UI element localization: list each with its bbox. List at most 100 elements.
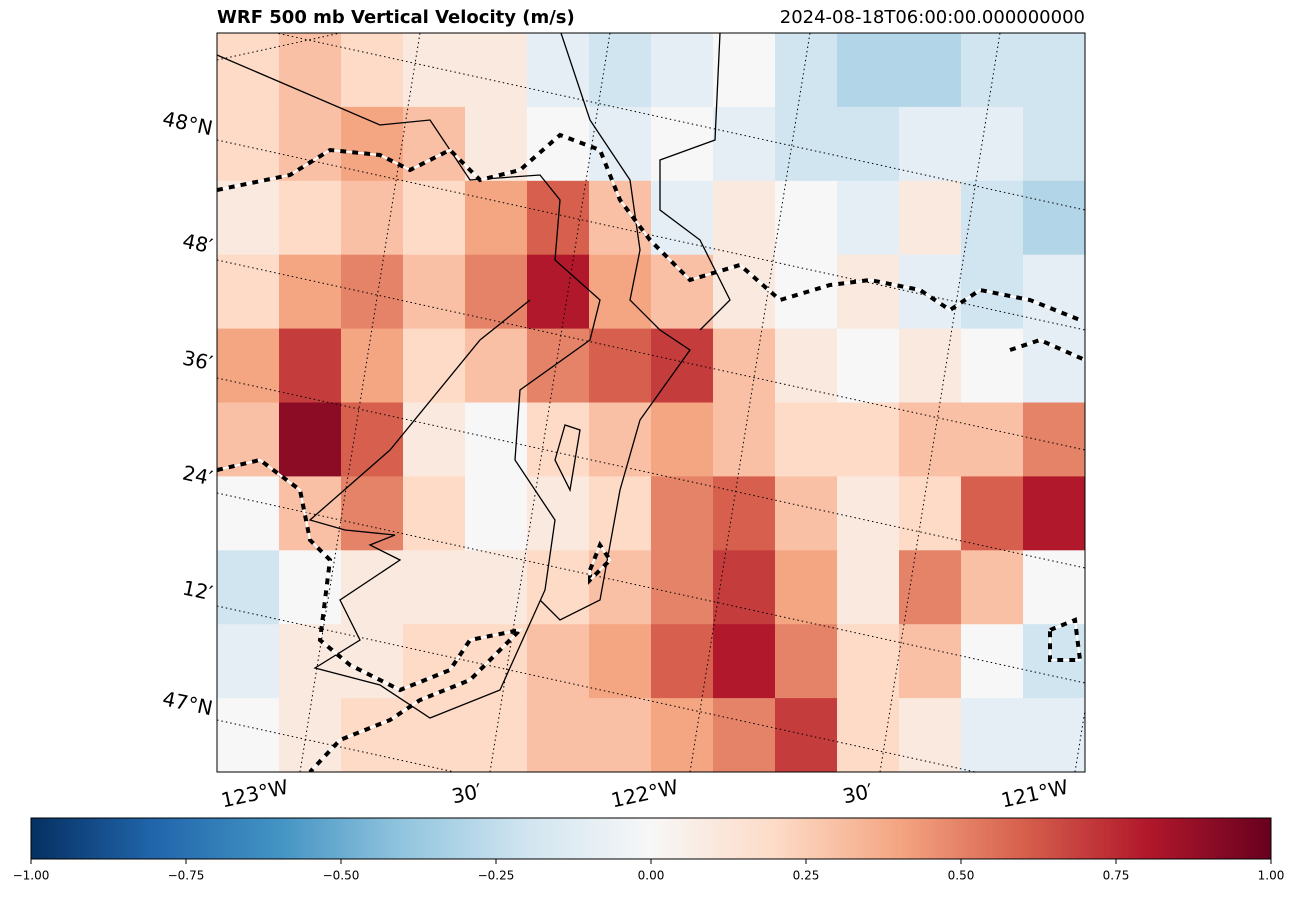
cell — [589, 550, 652, 625]
cell — [1023, 33, 1085, 108]
cell — [961, 402, 1024, 477]
cell — [217, 106, 280, 182]
colorbar-tick-label: −0.50 — [323, 869, 360, 883]
cell — [589, 254, 652, 330]
cell — [217, 624, 280, 699]
cell — [1023, 328, 1085, 403]
cell — [403, 33, 466, 108]
cell — [837, 106, 900, 182]
cell — [403, 476, 466, 551]
cell — [403, 550, 466, 625]
cell — [341, 180, 404, 256]
cell — [775, 476, 838, 551]
cell — [1023, 180, 1085, 256]
cell — [899, 106, 962, 182]
cell — [1023, 550, 1085, 625]
cell — [961, 328, 1024, 403]
cell — [1023, 698, 1085, 772]
cell — [961, 476, 1024, 551]
cell — [465, 180, 528, 256]
cell — [961, 550, 1024, 625]
overlays — [217, 33, 1085, 772]
lat-label: 48°N — [160, 106, 214, 140]
cell — [775, 550, 838, 625]
cell — [527, 698, 590, 772]
cell — [589, 33, 652, 108]
cell — [341, 402, 404, 477]
cell — [527, 550, 590, 625]
cell — [713, 624, 776, 699]
cell — [713, 180, 776, 256]
cell — [651, 180, 714, 256]
cell — [465, 254, 528, 330]
cell — [341, 476, 404, 551]
cell — [341, 33, 404, 108]
colorbar-tick-label: 1.00 — [1258, 869, 1285, 883]
cell — [713, 402, 776, 477]
cell — [651, 254, 714, 330]
cell — [589, 180, 652, 256]
lon-label: 30′ — [450, 779, 485, 809]
cell — [217, 328, 280, 403]
cell — [589, 402, 652, 477]
cell — [837, 624, 900, 699]
cell — [279, 402, 342, 477]
cell — [217, 254, 280, 330]
cell — [713, 106, 776, 182]
cell — [217, 698, 280, 772]
lon-label: 30′ — [841, 779, 876, 809]
colorbar-tick-label: −0.25 — [478, 869, 515, 883]
cell — [217, 33, 280, 108]
cell — [403, 402, 466, 477]
cell — [713, 328, 776, 403]
cell — [279, 106, 342, 182]
subtitle: 2024-08-18T06:00:00.000000000 — [780, 7, 1085, 28]
cell — [899, 328, 962, 403]
cell — [899, 698, 962, 772]
lon-label: 121°W — [999, 775, 1071, 813]
cell — [899, 254, 962, 330]
title: WRF 500 mb Vertical Velocity (m/s) — [217, 7, 575, 28]
cell — [527, 402, 590, 477]
cell — [713, 33, 776, 108]
cell — [775, 402, 838, 477]
cell — [527, 33, 590, 108]
cell — [403, 180, 466, 256]
cell — [465, 328, 528, 403]
plot-frame — [216, 32, 1086, 773]
cell — [961, 106, 1024, 182]
lat-label: 48′ — [180, 229, 215, 259]
cell — [217, 180, 280, 256]
cell — [961, 698, 1024, 772]
cell — [279, 550, 342, 625]
cell — [899, 550, 962, 625]
cell — [837, 33, 900, 108]
cell — [837, 476, 900, 551]
cell — [961, 180, 1024, 256]
cell — [527, 624, 590, 699]
cell — [899, 402, 962, 477]
colorbar-tick-label: 0.50 — [948, 869, 975, 883]
cell — [465, 33, 528, 108]
cell — [837, 698, 900, 772]
cell — [899, 33, 962, 108]
cell — [775, 180, 838, 256]
cell — [775, 624, 838, 699]
cell — [775, 33, 838, 108]
boundary-white — [217, 133, 1085, 772]
cell — [651, 698, 714, 772]
cell — [341, 254, 404, 330]
cell — [651, 33, 714, 108]
cell — [403, 328, 466, 403]
cell — [527, 476, 590, 551]
lat-label: 47°N — [160, 686, 214, 720]
cell — [837, 550, 900, 625]
colorbar-tick-label: 0.00 — [638, 869, 665, 883]
cell — [775, 328, 838, 403]
cell — [961, 624, 1024, 699]
cell — [837, 328, 900, 403]
cell — [341, 550, 404, 625]
cell — [341, 106, 404, 182]
cell — [527, 328, 590, 403]
